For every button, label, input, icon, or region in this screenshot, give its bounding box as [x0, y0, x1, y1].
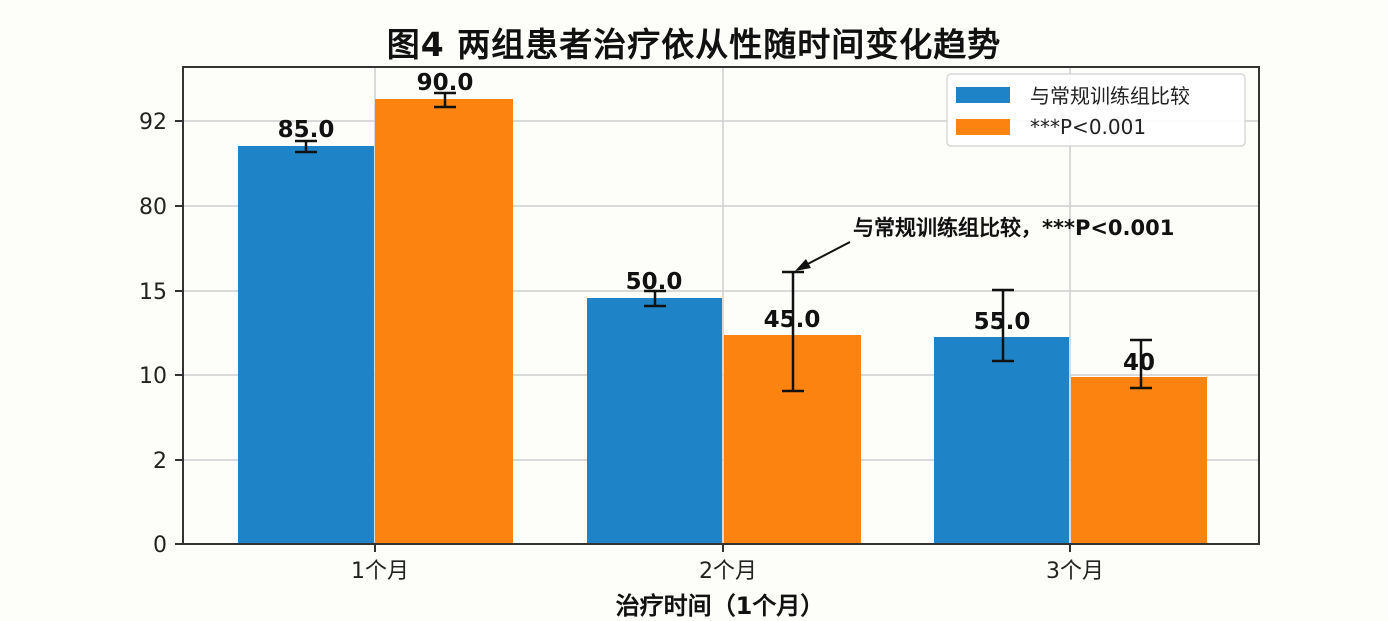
error-bars [295, 91, 1152, 393]
y-tick-label: 80 [139, 195, 167, 220]
x-tick-label: 1个月 [351, 559, 409, 584]
y-tick-label: 92 [139, 110, 167, 135]
value-label: 45.0 [764, 307, 821, 333]
value-label: 50.0 [626, 269, 683, 295]
annotation-text: 与常规训练组比较，***P<0.001 [853, 216, 1174, 240]
y-tick-label: 15 [139, 280, 167, 305]
bar-1个月-orange [375, 99, 513, 544]
y-tick-label: 10 [139, 364, 167, 389]
value-label: 85.0 [278, 117, 335, 143]
value-label: 40 [1123, 350, 1155, 376]
x-tick-label: 3个月 [1046, 559, 1104, 584]
annotation: 与常规训练组比较，***P<0.001 [795, 216, 1174, 271]
legend-label-1: ***P<0.001 [1030, 115, 1146, 139]
bar-3个月-orange [1071, 377, 1207, 544]
y-tick-label: 0 [153, 533, 167, 558]
x-axis: 1个月 2个月 3个月 [351, 544, 1104, 584]
value-label: 90.0 [417, 70, 474, 96]
plot-frame [182, 66, 1260, 545]
legend-swatch-blue [956, 87, 1010, 103]
legend: 与常规训练组比较 ***P<0.001 [946, 73, 1246, 147]
legend-label-0: 与常规训练组比较 [1030, 84, 1190, 108]
bar-3个月-blue [934, 337, 1069, 544]
legend-swatch-orange [956, 119, 1010, 135]
bar-2个月-blue [587, 298, 722, 544]
y-tick-label: 2 [153, 449, 167, 474]
arrow-head-icon [795, 259, 811, 271]
bar-1个月-blue [238, 146, 374, 544]
value-labels: 85.0 90.0 50.0 45.0 55.0 40 [278, 70, 1155, 376]
x-axis-title: 治疗时间（1个月） [615, 592, 825, 620]
legend-box [946, 73, 1246, 147]
y-axis: 0 2 10 15 80 92 [139, 110, 183, 558]
x-tick-label: 2个月 [699, 559, 757, 584]
chart-title: 图4 两组患者治疗依从性随时间变化趋势 [386, 25, 1002, 64]
value-label: 55.0 [974, 309, 1031, 335]
bars [238, 99, 1207, 544]
